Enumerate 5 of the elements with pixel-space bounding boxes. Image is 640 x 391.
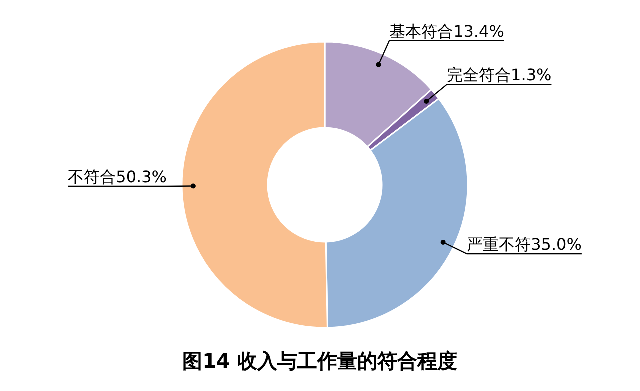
slice-label: 严重不符35.0% — [467, 235, 582, 254]
text: 图14 收入与工作量的符合程度 — [182, 349, 458, 373]
slice-label: 完全符合1.3% — [447, 66, 552, 85]
slice-label: 不符合50.3% — [68, 167, 168, 186]
slice-label: 基本符合13.4% — [390, 22, 504, 41]
